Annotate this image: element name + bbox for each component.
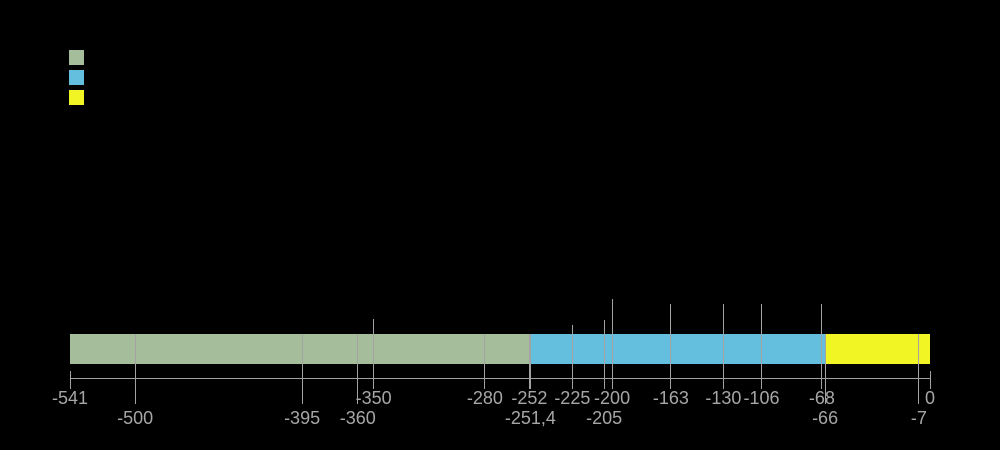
legend-swatch-icon [69, 90, 84, 105]
tick-label: -395 [284, 408, 321, 428]
tick-line [134, 334, 136, 404]
legend-swatch-icon [69, 50, 84, 65]
event-marker-line [611, 299, 613, 389]
event-marker-line [821, 304, 823, 389]
tick-line [357, 334, 359, 404]
event-marker-line [760, 304, 762, 389]
tick-label: -130 [705, 388, 742, 408]
tick-line [484, 334, 486, 389]
tick-label: -106 [743, 388, 780, 408]
event-marker-line [670, 304, 672, 389]
bar-segment [529, 334, 826, 364]
tick-line [69, 371, 71, 389]
tick-label: -7 [910, 408, 927, 428]
tick-label: -252 [511, 388, 548, 408]
tick-line [929, 371, 931, 389]
event-marker-line [571, 325, 573, 389]
axis-line [70, 378, 930, 379]
tick-label: -66 [812, 408, 839, 428]
tick-label: -541 [51, 388, 89, 408]
event-marker-line [722, 304, 724, 389]
event-marker-line [603, 320, 605, 389]
tick-label: -163 [652, 388, 689, 408]
tick-label: -205 [586, 408, 623, 428]
tick-label: -251,4 [504, 408, 556, 428]
tick-label: -200 [594, 388, 631, 408]
tick-line [529, 334, 531, 389]
tick-label: 0 [924, 388, 935, 408]
legend-swatch-icon [69, 70, 84, 85]
bar-segment [70, 334, 530, 364]
legend [0, 0, 1000, 120]
tick-label: -225 [554, 388, 591, 408]
tick-line [918, 334, 920, 404]
tick-label: -350 [355, 388, 392, 408]
event-marker-line [373, 319, 375, 389]
tick-line [528, 334, 530, 389]
tick-line [824, 334, 826, 404]
tick-label: -360 [339, 408, 376, 428]
tick-label: -500 [117, 408, 154, 428]
tick-label: -280 [466, 388, 503, 408]
tick-line [301, 334, 303, 404]
bar-segment [825, 334, 930, 364]
tick-label: -68 [808, 388, 835, 408]
